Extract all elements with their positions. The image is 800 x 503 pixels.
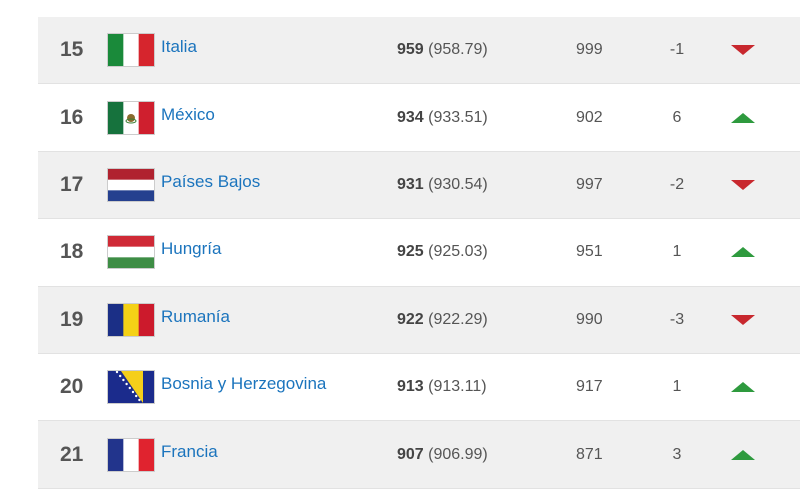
arrow-down bbox=[731, 314, 755, 325]
previous-points: 917 bbox=[576, 378, 603, 396]
flag bbox=[107, 370, 155, 405]
points: 922 (922.29) bbox=[397, 311, 488, 329]
points-precise: (922.29) bbox=[428, 310, 488, 328]
previous-points: 999 bbox=[576, 41, 603, 59]
rank: 16 bbox=[60, 105, 84, 129]
team-name[interactable]: México bbox=[161, 104, 215, 124]
points-precise: (958.79) bbox=[428, 41, 488, 59]
arrow-up bbox=[731, 449, 755, 460]
ranking-row: 20 Bosnia y Herzegovina 913 (913.11) 917 1 bbox=[38, 354, 800, 422]
flag bbox=[107, 33, 155, 68]
rank-change: 6 bbox=[672, 108, 682, 126]
previous-points: 951 bbox=[576, 243, 603, 261]
arrow-up bbox=[731, 382, 755, 393]
previous-points: 871 bbox=[576, 445, 603, 463]
ranking-row: 17 Países Bajos 931 (930.54) 997 -2 bbox=[38, 151, 800, 220]
points: 934 (933.51) bbox=[397, 109, 488, 127]
team-name[interactable]: Países Bajos bbox=[161, 171, 261, 191]
ranking-row: 19 Rumanía 922 (922.29) 990 -3 bbox=[38, 286, 800, 354]
points-rounded: 913 bbox=[397, 378, 424, 396]
rank-change: -2 bbox=[669, 175, 685, 193]
points-rounded: 907 bbox=[397, 445, 424, 463]
points-precise: (933.51) bbox=[428, 108, 488, 126]
points-rounded: 922 bbox=[397, 310, 424, 328]
points: 959 (958.79) bbox=[397, 41, 488, 59]
team-name[interactable]: Italia bbox=[161, 37, 197, 57]
arrow-up bbox=[731, 112, 755, 123]
points: 931 (930.54) bbox=[397, 176, 488, 194]
points-precise: (913.11) bbox=[428, 378, 487, 396]
points-rounded: 925 bbox=[397, 243, 424, 261]
previous-points: 902 bbox=[576, 108, 603, 126]
rank-change: 1 bbox=[672, 378, 682, 396]
flag bbox=[107, 167, 155, 202]
rank: 17 bbox=[60, 172, 84, 196]
points-precise: (930.54) bbox=[428, 175, 488, 193]
rank: 19 bbox=[60, 307, 84, 331]
points-rounded: 934 bbox=[397, 108, 424, 126]
points-precise: (925.03) bbox=[428, 243, 488, 261]
rank-change: -3 bbox=[669, 310, 685, 328]
team-name[interactable]: Bosnia y Herzegovina bbox=[161, 374, 327, 394]
points-rounded: 959 bbox=[397, 41, 424, 59]
flag bbox=[107, 302, 155, 337]
ranking-table: 15 Italia 959 (958.79) 999 -1 16 México 934 (93… bbox=[38, 17, 800, 489]
points: 907 (906.99) bbox=[397, 446, 488, 464]
team-name[interactable]: Francia bbox=[161, 441, 218, 461]
previous-points: 997 bbox=[576, 175, 603, 193]
rank-change: 1 bbox=[672, 243, 682, 261]
team-name[interactable]: Hungría bbox=[161, 239, 222, 259]
flag bbox=[107, 100, 155, 135]
ranking-row: 16 México 934 (933.51) 902 6 bbox=[38, 84, 800, 152]
rank: 20 bbox=[60, 375, 84, 399]
points-precise: (906.99) bbox=[428, 445, 488, 463]
flag bbox=[107, 437, 155, 472]
rank: 15 bbox=[60, 38, 84, 62]
ranking-row: 15 Italia 959 (958.79) 999 -1 bbox=[38, 17, 800, 85]
points: 925 (925.03) bbox=[397, 243, 488, 261]
rank: 18 bbox=[60, 240, 84, 264]
arrow-up bbox=[731, 247, 755, 258]
arrow-down bbox=[731, 45, 755, 56]
team-name[interactable]: Rumanía bbox=[161, 306, 230, 326]
previous-points: 990 bbox=[576, 310, 603, 328]
ranking-row: 21 Francia 907 (906.99) 871 3 bbox=[38, 421, 800, 489]
ranking-row: 18 Hungría 925 (925.03) 951 1 bbox=[38, 219, 800, 287]
arrow-down bbox=[731, 179, 755, 190]
points-rounded: 931 bbox=[397, 175, 424, 193]
flag bbox=[107, 235, 155, 270]
rank-change: 3 bbox=[672, 445, 682, 463]
points: 913 (913.11) bbox=[397, 378, 487, 396]
rank: 21 bbox=[60, 442, 84, 466]
rank-change: -1 bbox=[669, 41, 685, 59]
